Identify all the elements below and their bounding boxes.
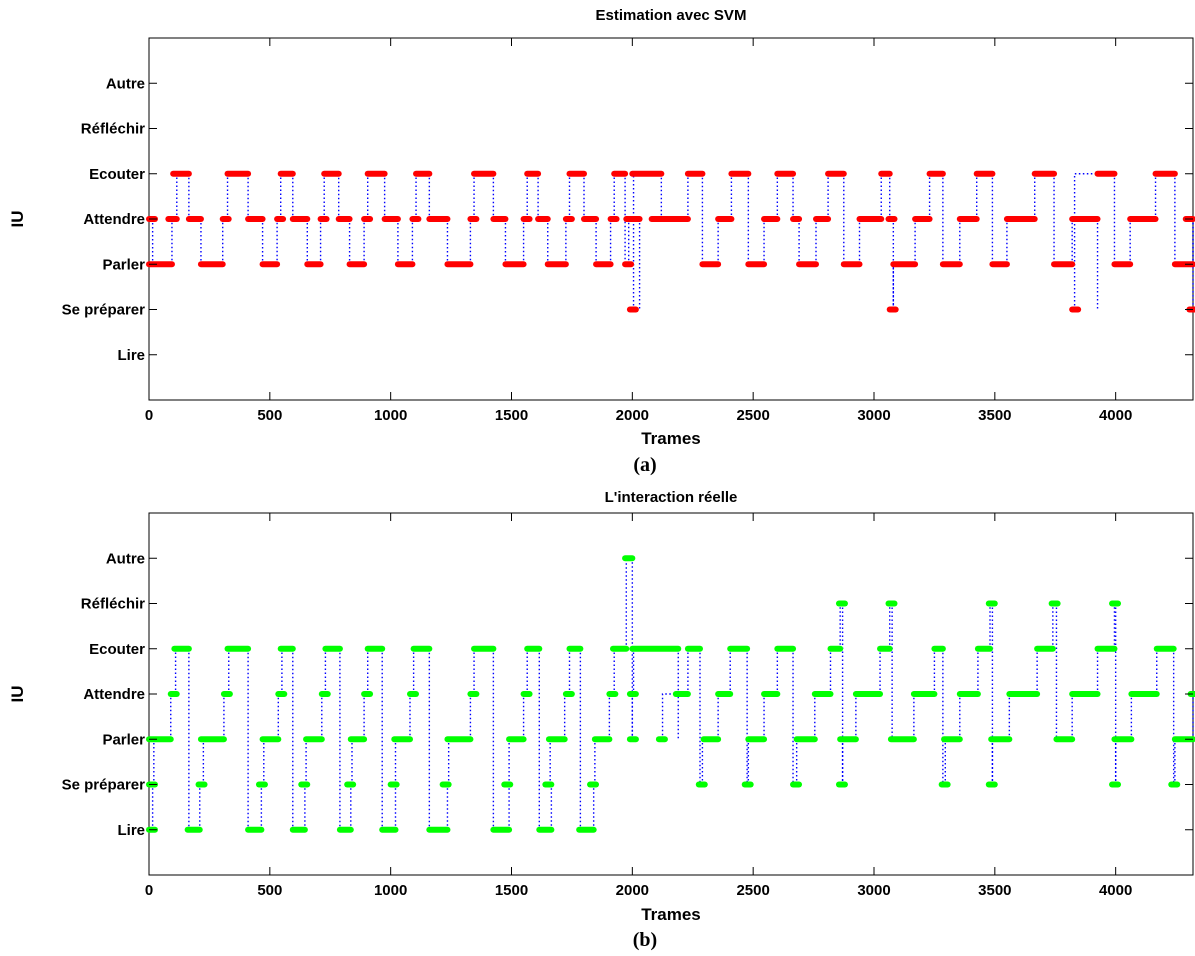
y-tick-label: Parler xyxy=(102,731,145,748)
x-tick-label: 1500 xyxy=(495,407,528,424)
x-axis: 0 500 1000 1500 2000 2500 3000 3500 4000 xyxy=(145,513,1132,899)
y-tick-label: Autre xyxy=(106,550,145,567)
x-axis-label: Trames xyxy=(641,905,701,924)
x-tick-label: 2000 xyxy=(616,407,649,424)
x-tick-label: 0 xyxy=(145,407,153,424)
panel-b: L'interaction réelle Lire Se préparer Parl… xyxy=(8,489,1195,951)
caption: (a) xyxy=(633,454,656,476)
x-tick-label: 500 xyxy=(257,407,282,424)
transition-line xyxy=(661,693,676,740)
x-tick-label: 1000 xyxy=(374,882,407,899)
y-tick-label: Se préparer xyxy=(62,302,146,319)
x-tick-label: 3000 xyxy=(857,407,890,424)
caption: (b) xyxy=(633,929,657,951)
x-tick-label: 500 xyxy=(257,882,282,899)
chart-title: L'interaction réelle xyxy=(605,489,738,506)
y-tick-label: Se préparer xyxy=(62,777,146,794)
data-marks xyxy=(146,170,1195,313)
x-axis-label: Trames xyxy=(641,429,701,448)
x-tick-label: 1000 xyxy=(374,407,407,424)
x-axis: 0 500 1000 1500 2000 2500 3000 3500 4000 xyxy=(145,38,1132,424)
y-tick-label: Attendre xyxy=(83,211,145,228)
chart-title: Estimation avec SVM xyxy=(596,7,747,24)
x-tick-label: 3000 xyxy=(857,882,890,899)
y-tick-label: Réfléchir xyxy=(81,596,145,613)
y-tick-label: Lire xyxy=(117,822,145,839)
transition-line xyxy=(1073,173,1098,310)
x-tick-label: 2000 xyxy=(616,882,649,899)
transition-line xyxy=(563,693,566,740)
y-axis: Lire Se préparer Parler Attendre Ecouter Réfl… xyxy=(62,75,1193,364)
data-marks xyxy=(146,555,1195,833)
transition-line xyxy=(701,738,704,785)
y-axis-label: IU xyxy=(8,211,27,228)
x-tick-label: 0 xyxy=(145,882,153,899)
y-tick-label: Réfléchir xyxy=(81,121,145,138)
x-tick-label: 4000 xyxy=(1099,407,1132,424)
panel-a: Estimation avec SVM Lire Se préparer Parle… xyxy=(8,7,1195,476)
x-tick-label: 2500 xyxy=(736,882,769,899)
y-tick-label: Lire xyxy=(117,347,145,364)
y-tick-label: Attendre xyxy=(83,686,145,703)
y-tick-label: Ecouter xyxy=(89,641,145,658)
y-tick-label: Parler xyxy=(102,256,145,273)
y-tick-label: Ecouter xyxy=(89,166,145,183)
x-tick-label: 4000 xyxy=(1099,882,1132,899)
x-tick-label: 1500 xyxy=(495,882,528,899)
x-tick-label: 3500 xyxy=(978,407,1011,424)
x-tick-label: 2500 xyxy=(736,407,769,424)
y-tick-label: Autre xyxy=(106,75,145,92)
y-axis-label: IU xyxy=(8,686,27,703)
x-tick-label: 3500 xyxy=(978,882,1011,899)
y-axis: Lire Se préparer Parler Attendre Ecouter Réfl… xyxy=(62,550,1193,839)
